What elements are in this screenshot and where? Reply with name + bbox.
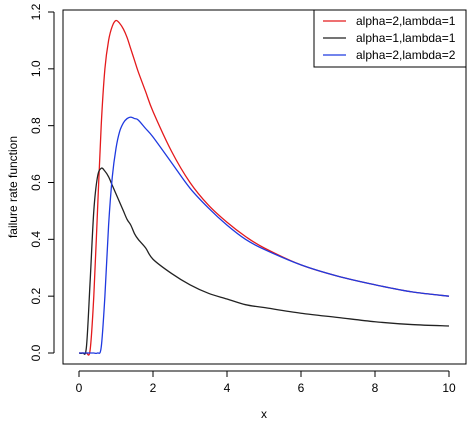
y-tick-label: 0.6 [29,174,43,191]
legend-label: alpha=2,lambda=1 [356,14,456,28]
y-tick-label: 0.2 [29,288,43,305]
legend-label: alpha=2,lambda=2 [356,48,456,62]
x-tick-label: 0 [76,381,83,395]
y-axis-title: failure rate function [6,136,20,238]
x-tick-label: 8 [372,381,379,395]
series-line-2 [78,167,450,355]
legend: alpha=2,lambda=1 alpha=1,lambda=1 alpha=2,… [313,9,467,68]
series-line-3 [79,116,450,355]
y-axis: 0.0 0.2 0.4 0.6 0.8 1.0 1.2 [29,3,55,361]
legend-label: alpha=1,lambda=1 [356,31,456,45]
y-tick-label: 0.8 [29,117,43,134]
y-tick-label: 1.2 [29,3,43,20]
x-tick-label: 10 [442,381,456,395]
y-tick-label: 0.4 [29,231,43,248]
x-tick-label: 4 [224,381,231,395]
x-axis: 0 2 4 6 8 10 [76,370,456,395]
x-tick-label: 6 [298,381,305,395]
x-axis-title: x [261,407,267,421]
x-tick-label: 2 [150,381,157,395]
y-tick-label: 1.0 [29,60,43,77]
series-line-1 [79,19,450,356]
plot-area-frame [62,9,467,365]
y-tick-label: 0.0 [29,344,43,361]
legend-items: alpha=2,lambda=1 alpha=1,lambda=1 alpha=2,… [323,14,456,62]
series-lines [78,19,450,356]
